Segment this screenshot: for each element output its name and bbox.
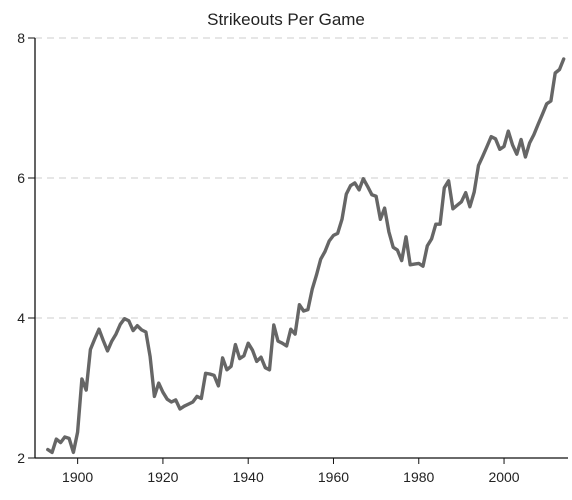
axes xyxy=(34,38,568,459)
x-tick-label-1920: 1920 xyxy=(147,469,178,485)
y-tick-label-8: 8 xyxy=(17,30,25,46)
y-tick-label-2: 2 xyxy=(17,450,25,466)
x-tick-label-1900: 1900 xyxy=(62,469,93,485)
x-tick-label-2000: 2000 xyxy=(488,469,519,485)
x-tick-label-1940: 1940 xyxy=(233,469,264,485)
chart-title: Strikeouts Per Game xyxy=(207,10,365,29)
y-tick-label-6: 6 xyxy=(17,170,25,186)
gridlines xyxy=(35,37,568,319)
y-axis-ticks: 2 4 6 8 xyxy=(17,30,35,466)
y-tick-label-4: 4 xyxy=(17,310,25,326)
x-axis-ticks: 1900 1920 1940 1960 1980 2000 xyxy=(62,458,520,485)
series-layer xyxy=(46,57,566,455)
x-tick-label-1960: 1960 xyxy=(318,469,349,485)
series-line-0 xyxy=(46,57,566,455)
x-tick-label-1980: 1980 xyxy=(403,469,434,485)
